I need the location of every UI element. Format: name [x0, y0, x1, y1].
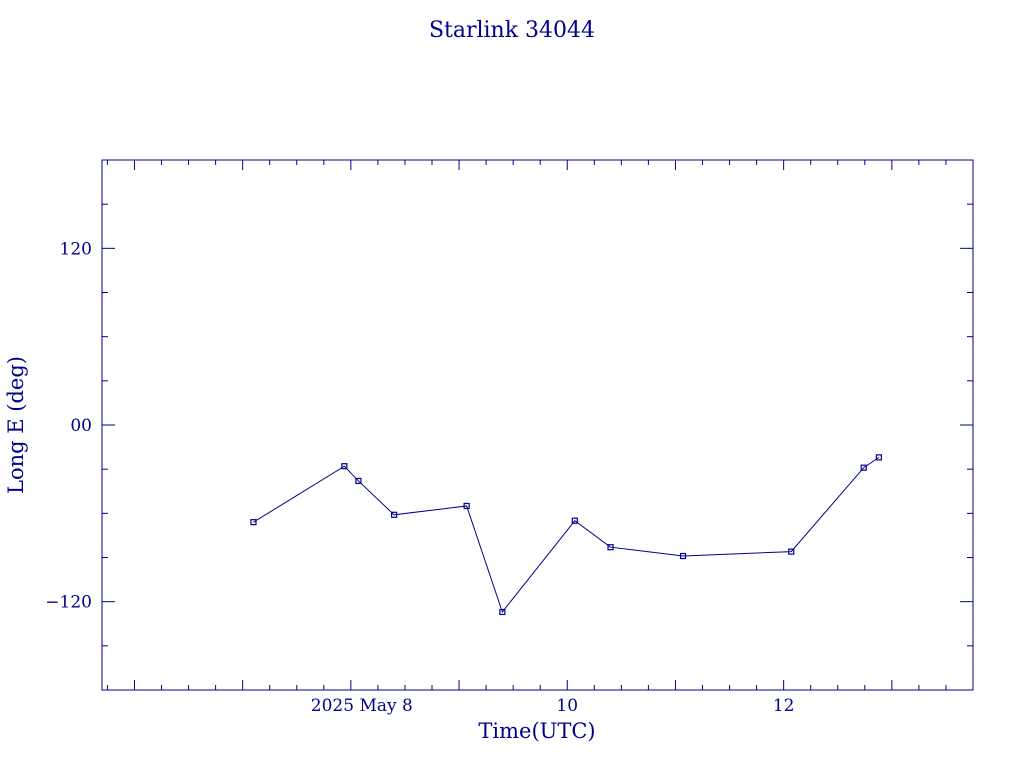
x-tick-label: 12	[773, 696, 795, 716]
chart-title: Starlink 34044	[429, 18, 595, 43]
data-point	[860, 464, 867, 471]
data-point	[571, 517, 578, 524]
data-point	[250, 519, 257, 526]
data-point	[341, 463, 348, 470]
data-point	[463, 502, 470, 510]
axis-ticks	[102, 160, 974, 690]
plot-frame	[101, 159, 974, 691]
data-point	[788, 548, 795, 555]
x-tick-label: 10	[556, 696, 578, 716]
data-point	[607, 544, 614, 551]
data-point	[355, 477, 362, 485]
y-tick-label: 00	[70, 416, 92, 436]
y-tick-label: −120	[45, 593, 92, 613]
x-axis-label: Time(UTC)	[478, 719, 595, 743]
data-point	[391, 511, 398, 518]
y-axis-label: Long E (deg)	[4, 356, 28, 494]
series-line	[253, 456, 880, 614]
y-tick-label: 120	[60, 239, 92, 259]
tick-labels: 2025 May 8 10 12 120 00 −120	[45, 239, 794, 716]
data-point	[875, 454, 882, 461]
x-tick-label: 2025 May 8	[311, 696, 413, 716]
data-point	[499, 608, 506, 616]
series-group	[250, 454, 882, 616]
data-point	[679, 552, 687, 560]
